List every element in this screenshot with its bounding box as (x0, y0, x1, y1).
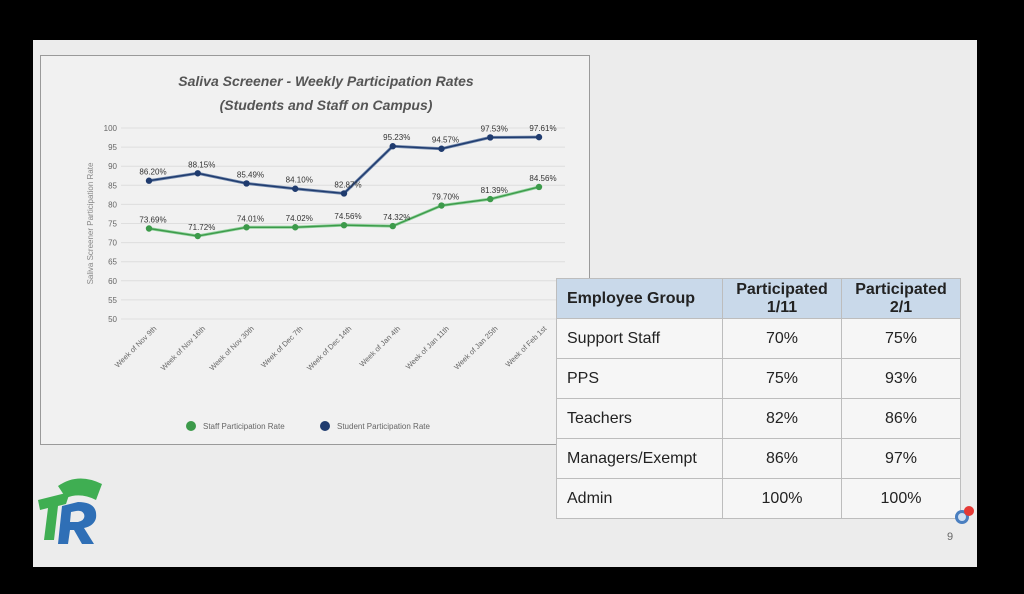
row-label: Teachers (556, 398, 723, 439)
participation-table: Employee Group Participated 1/11 Participa… (556, 278, 961, 519)
column-header: Employee Group (556, 278, 723, 319)
data-point (145, 177, 153, 184)
data-point (535, 183, 543, 191)
x-tick-label: Week of Dec 14th (305, 324, 353, 372)
data-label: 95.23% (383, 133, 410, 142)
data-point (438, 202, 445, 209)
row-label: Managers/Exempt (556, 438, 723, 479)
data-label: 82.87% (334, 180, 361, 189)
y-tick-label: 70 (108, 239, 117, 248)
table-row: Admin 100% 100% (556, 478, 961, 519)
data-point (292, 185, 299, 192)
data-point (389, 222, 396, 230)
data-point (340, 221, 348, 229)
table-row: Managers/Exempt 86% 97% (556, 438, 961, 479)
row-label: PPS (556, 358, 723, 399)
table-cell: 86% (722, 438, 842, 479)
y-tick-label: 100 (104, 124, 118, 133)
table-cell: 75% (722, 358, 842, 399)
table-cell: 93% (841, 358, 961, 399)
x-tick-label: Week of Jan 4th (358, 324, 403, 369)
school-logo (38, 478, 102, 544)
y-tick-label: 60 (108, 277, 117, 286)
data-label: 86.20% (139, 168, 166, 177)
data-point (145, 225, 153, 232)
y-tick-label: 65 (108, 258, 117, 267)
x-tick-label: Week of Feb 1st (504, 323, 550, 369)
data-label: 88.15% (188, 160, 215, 169)
line-chart: Saliva Screener - Weekly Participation R… (86, 73, 565, 431)
table-cell: 97% (841, 438, 961, 479)
legend-marker (320, 421, 330, 431)
data-label: 84.56% (529, 174, 556, 183)
data-label: 84.10% (286, 176, 313, 185)
data-point (340, 190, 348, 197)
x-tick-label: Week of Nov 16th (159, 324, 207, 372)
legend-marker (186, 421, 196, 431)
data-label: 74.01% (237, 214, 264, 223)
table-row: Teachers 82% 86% (556, 398, 961, 439)
data-label: 97.61% (529, 124, 556, 133)
data-label: 74.56% (334, 212, 361, 221)
y-tick-label: 75 (108, 220, 117, 229)
data-label: 94.57% (432, 136, 459, 145)
data-point (243, 224, 250, 231)
data-label: 81.39% (481, 186, 508, 195)
x-tick-label: Week of Nov 9th (113, 324, 158, 369)
chart-subtitle: (Students and Staff on Campus) (220, 97, 433, 113)
column-header: Participated 2/1 (841, 278, 961, 319)
column-header: Participated 1/11 (722, 278, 842, 319)
legend-label: Student Participation Rate (337, 422, 430, 431)
data-label: 73.69% (139, 216, 166, 225)
table-cell: 75% (841, 318, 961, 359)
row-label: Admin (556, 478, 723, 519)
table-row: PPS 75% 93% (556, 358, 961, 399)
y-tick-label: 80 (108, 200, 117, 209)
y-tick-label: 50 (108, 315, 117, 324)
y-tick-label: 85 (108, 181, 117, 190)
data-point (487, 195, 494, 203)
data-label: 85.49% (237, 170, 264, 179)
data-point (389, 143, 396, 150)
x-tick-label: Week of Jan 25th (452, 324, 500, 372)
data-label: 71.72% (188, 223, 215, 232)
table-cell: 86% (841, 398, 961, 439)
x-tick-label: Week of Dec 7th (259, 324, 304, 369)
data-point (292, 224, 299, 231)
y-tick-label: 55 (108, 296, 117, 305)
data-label: 97.53% (481, 124, 508, 133)
table-cell: 82% (722, 398, 842, 439)
data-label: 79.70% (432, 193, 459, 202)
chart-title: Saliva Screener - Weekly Participation R… (178, 73, 474, 89)
y-tick-label: 95 (108, 143, 117, 152)
data-point (243, 180, 250, 187)
table-cell: 100% (841, 478, 961, 519)
y-tick-label: 90 (108, 162, 117, 171)
y-axis-label: Saliva Screener Participation Rate (86, 162, 95, 284)
legend-label: Staff Participation Rate (203, 422, 285, 431)
table-row: Support Staff 70% 75% (556, 318, 961, 359)
data-point (194, 170, 201, 177)
data-point (487, 134, 494, 141)
data-label: 74.32% (383, 213, 410, 222)
data-point (438, 145, 445, 152)
data-point (535, 133, 543, 141)
notification-icon[interactable] (953, 505, 975, 527)
page-number: 9 (947, 531, 954, 543)
table-header-row: Employee Group Participated 1/11 Participa… (556, 278, 961, 319)
row-label: Support Staff (556, 318, 723, 359)
table-cell: 70% (722, 318, 842, 359)
x-tick-label: Week of Nov 30th (207, 324, 255, 372)
data-point (194, 232, 201, 240)
x-tick-label: Week of Jan 11th (404, 324, 451, 371)
table-cell: 100% (722, 478, 842, 519)
data-label: 74.02% (286, 214, 313, 223)
chart-panel: Saliva Screener - Weekly Participation R… (40, 55, 590, 445)
